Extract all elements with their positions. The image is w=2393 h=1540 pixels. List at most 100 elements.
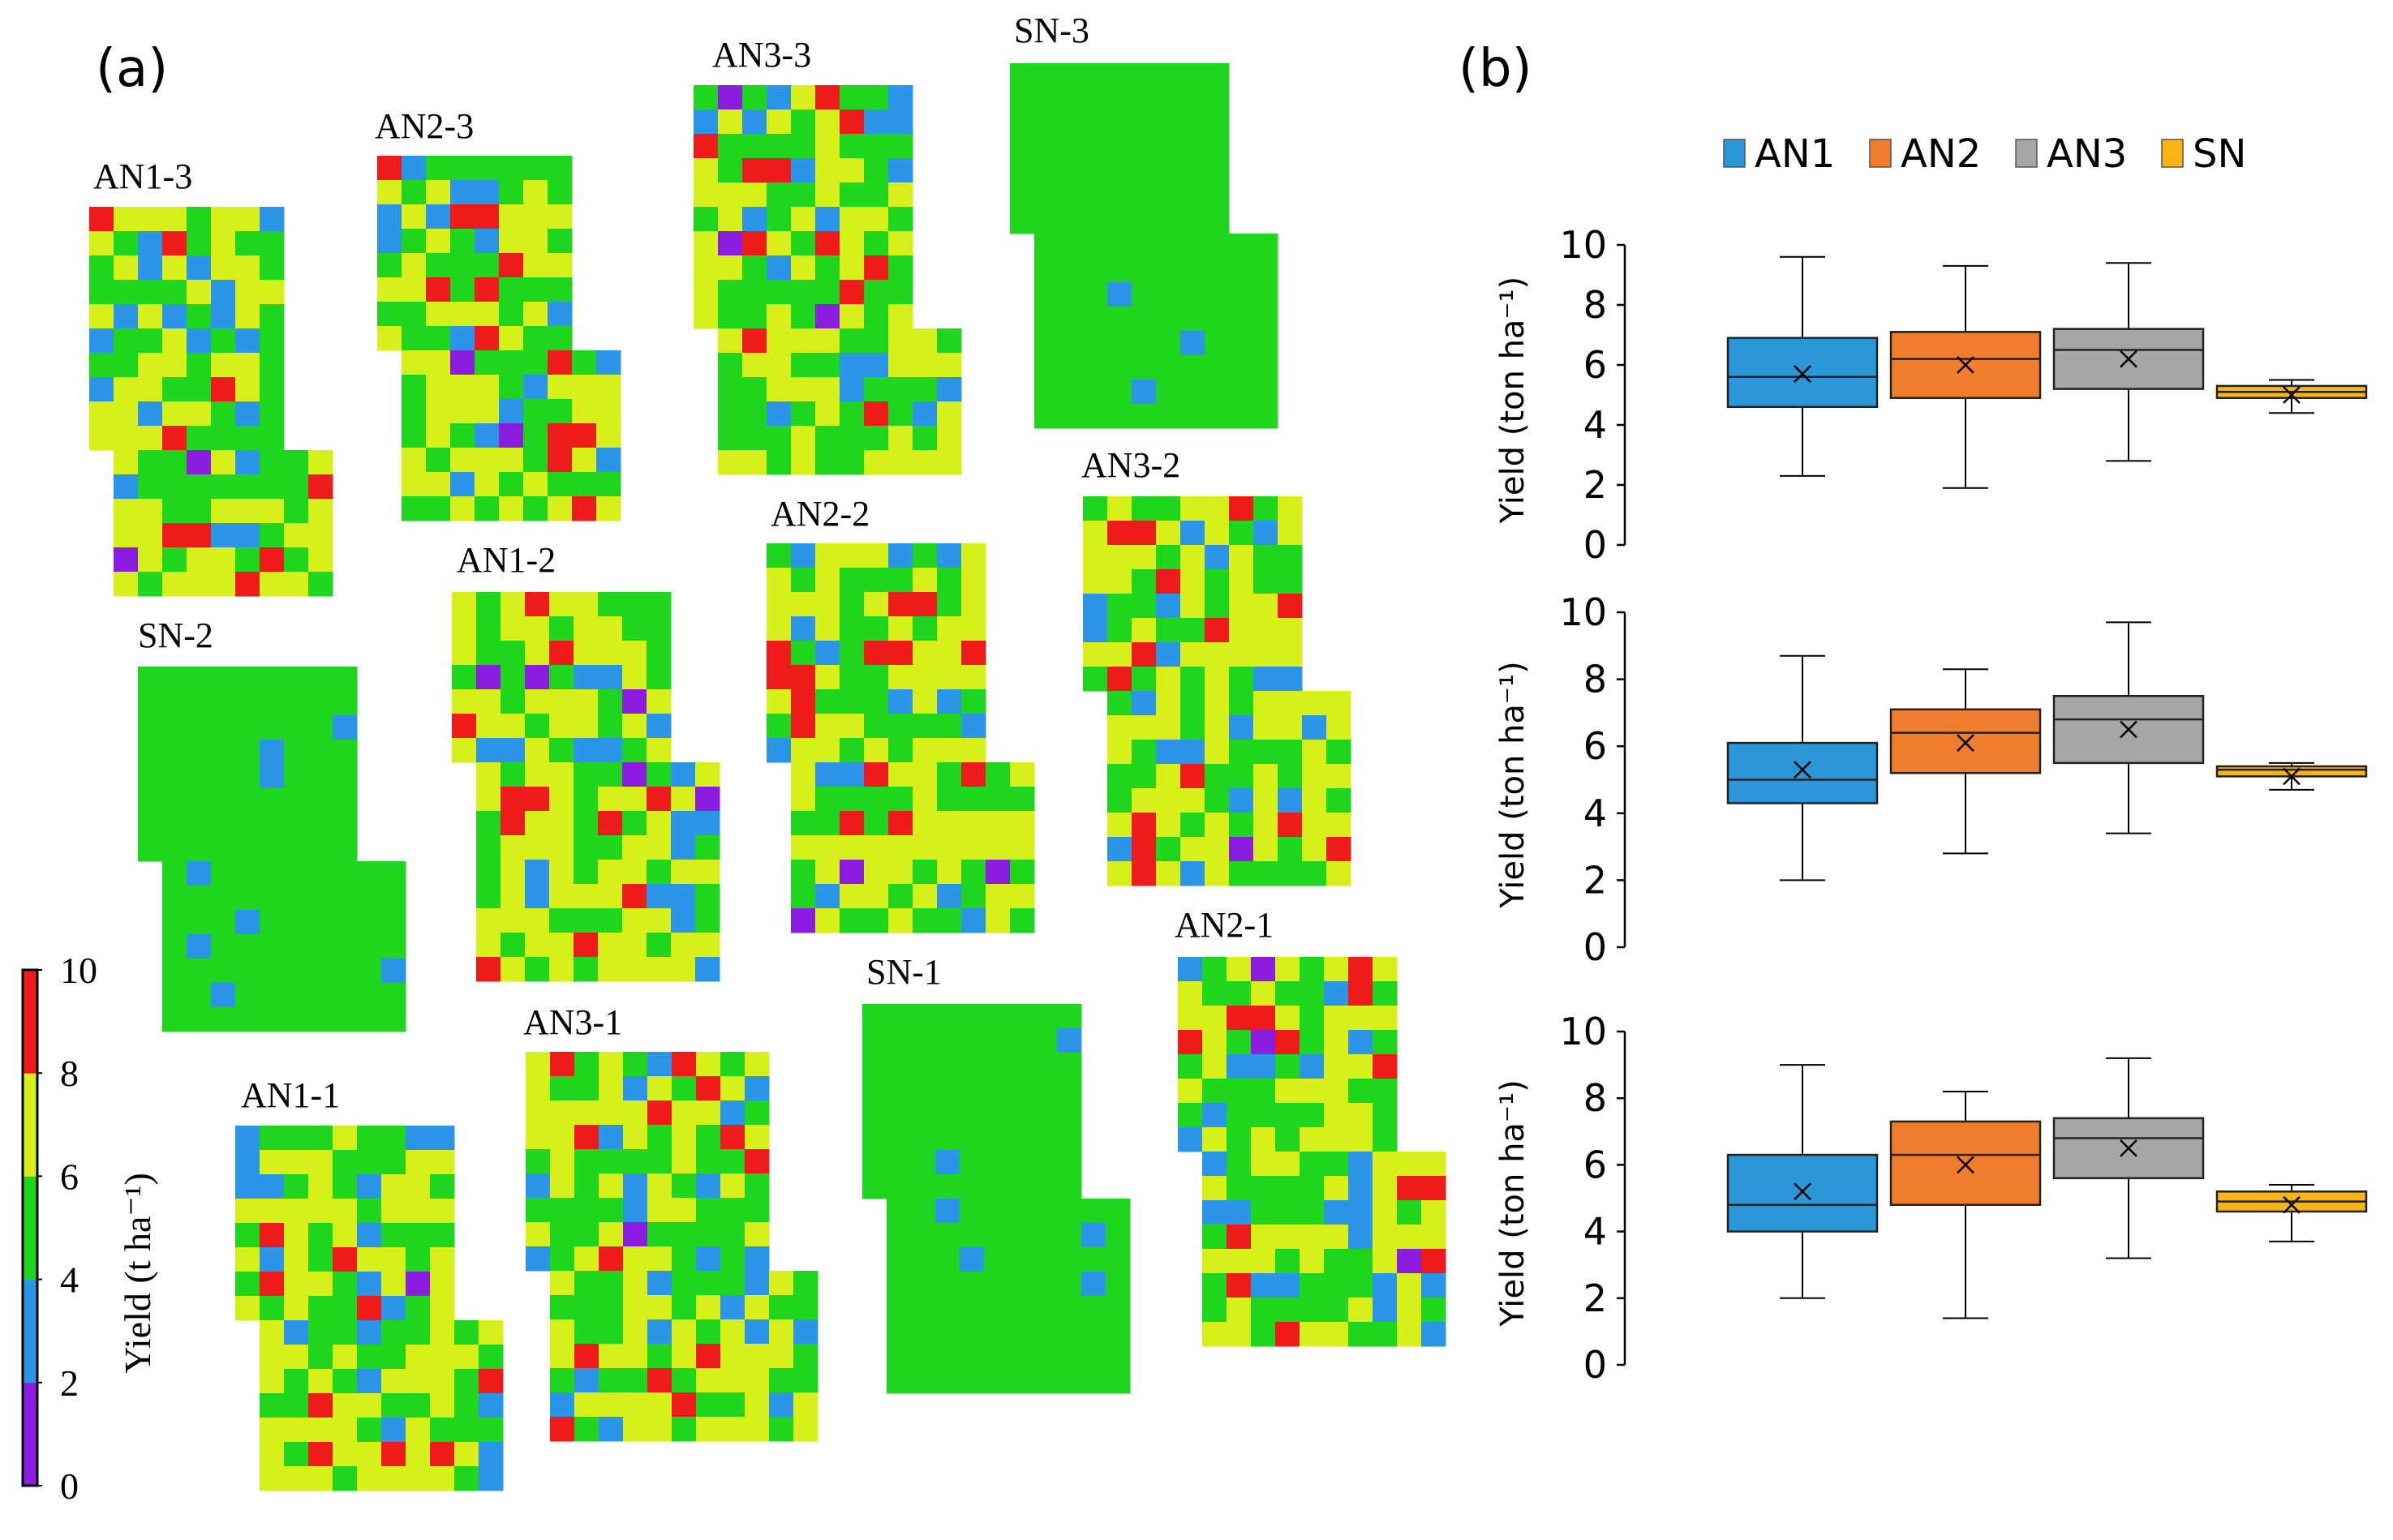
yield-cell xyxy=(1132,837,1157,862)
yield-cell xyxy=(1421,1200,1446,1225)
yield-cell xyxy=(550,1246,575,1272)
yield-cell xyxy=(333,813,358,838)
yield-cell xyxy=(1300,1225,1325,1250)
yield-cell xyxy=(622,933,647,958)
yield-cell xyxy=(1034,136,1059,161)
yield-cell xyxy=(984,1345,1009,1370)
yield-cell xyxy=(162,353,187,378)
yield-cell xyxy=(1227,1079,1252,1104)
yield-cell xyxy=(1251,1273,1276,1298)
yield-cell xyxy=(1033,1150,1058,1175)
yield-cell xyxy=(260,886,285,911)
yield-cell xyxy=(308,547,333,573)
yield-cell xyxy=(720,1100,745,1126)
yield-cell xyxy=(260,572,285,597)
yield-cell xyxy=(961,738,986,763)
yield-cell xyxy=(211,523,236,548)
yield-cell xyxy=(377,180,402,205)
colorbar-segment xyxy=(23,1073,37,1177)
yield-cell xyxy=(911,1247,936,1272)
yield-cell xyxy=(308,1393,333,1418)
yield-cell xyxy=(1229,740,1254,765)
yield-cell xyxy=(308,740,333,765)
yield-cell xyxy=(791,353,816,378)
yield-cell xyxy=(742,255,767,281)
yield-cell xyxy=(235,813,260,838)
yield-cell xyxy=(475,399,500,424)
yield-cell xyxy=(984,1272,1009,1297)
yield-cell xyxy=(1205,764,1230,789)
yield-cell xyxy=(1205,307,1230,332)
yield-cell xyxy=(357,1296,382,1321)
yield-cell xyxy=(475,156,500,181)
yield-cell xyxy=(211,813,236,838)
yield-cell xyxy=(913,450,938,475)
yield-cell xyxy=(162,280,187,305)
yield-cell xyxy=(791,109,816,135)
yield-cell xyxy=(695,908,720,933)
yield-cell xyxy=(499,448,524,473)
yield-cell xyxy=(598,689,623,714)
yield-cell xyxy=(260,691,285,716)
yield-cell xyxy=(1227,1200,1252,1225)
yield-cell xyxy=(696,1100,721,1126)
yield-cell xyxy=(1156,667,1181,692)
yield-cell xyxy=(235,691,260,716)
yield-cell xyxy=(284,740,309,765)
yield-cell xyxy=(187,474,212,500)
yield-cell xyxy=(1156,545,1181,570)
yield-cell xyxy=(888,207,913,232)
yield-cell xyxy=(476,592,501,617)
yield-cell xyxy=(887,1150,912,1175)
yield-cell xyxy=(695,957,720,982)
yield-cell xyxy=(647,1222,672,1247)
yield-cell xyxy=(1010,88,1035,113)
yield-cell xyxy=(1180,136,1205,161)
yield-cell xyxy=(450,350,475,375)
yield-cell xyxy=(308,499,333,524)
yield-cell xyxy=(864,134,889,159)
yield-cell xyxy=(1083,63,1108,88)
yield-cell xyxy=(961,787,986,812)
yield-cell xyxy=(1132,691,1157,716)
yield-cell xyxy=(815,85,840,110)
yield-cell xyxy=(284,1442,309,1467)
yield-cell xyxy=(1205,569,1230,594)
yield-cell xyxy=(1300,1079,1325,1104)
yield-cell xyxy=(1180,307,1205,332)
box-an1 xyxy=(1726,255,1879,477)
yield-cell xyxy=(333,1126,358,1151)
yield-cell xyxy=(840,543,865,568)
yield-cell xyxy=(1421,1225,1446,1250)
yield-cell xyxy=(862,1004,887,1029)
yield-cell xyxy=(211,715,236,740)
yield-cell xyxy=(235,353,260,378)
yield-cell xyxy=(622,884,647,909)
legend-swatch xyxy=(2161,139,2184,168)
yield-cell xyxy=(913,884,938,909)
yield-cell xyxy=(260,1247,285,1272)
yield-cell xyxy=(1180,667,1205,692)
yield-cell xyxy=(357,1272,382,1297)
yield-cell xyxy=(284,1272,309,1297)
yield-cell xyxy=(1156,642,1181,667)
mean-marker xyxy=(1794,365,1811,383)
yield-cell xyxy=(402,496,427,521)
yield-cell xyxy=(357,934,382,959)
yield-cell xyxy=(1202,957,1227,982)
yield-cell xyxy=(745,1100,770,1126)
yield-cell xyxy=(623,1173,648,1199)
yield-cell xyxy=(622,811,647,836)
yield-cell xyxy=(862,1174,887,1199)
yield-cell xyxy=(815,738,840,763)
yield-cell xyxy=(430,1369,455,1394)
yield-cell xyxy=(984,1053,1009,1078)
yield-cell xyxy=(793,1295,818,1320)
yield-cell xyxy=(1205,88,1230,113)
yield-cell xyxy=(381,910,406,935)
box-iqr xyxy=(1726,741,1879,804)
yield-cell xyxy=(308,1345,333,1370)
yield-cell xyxy=(284,474,309,500)
yield-cell xyxy=(815,353,840,378)
yield-cell xyxy=(986,884,1011,909)
